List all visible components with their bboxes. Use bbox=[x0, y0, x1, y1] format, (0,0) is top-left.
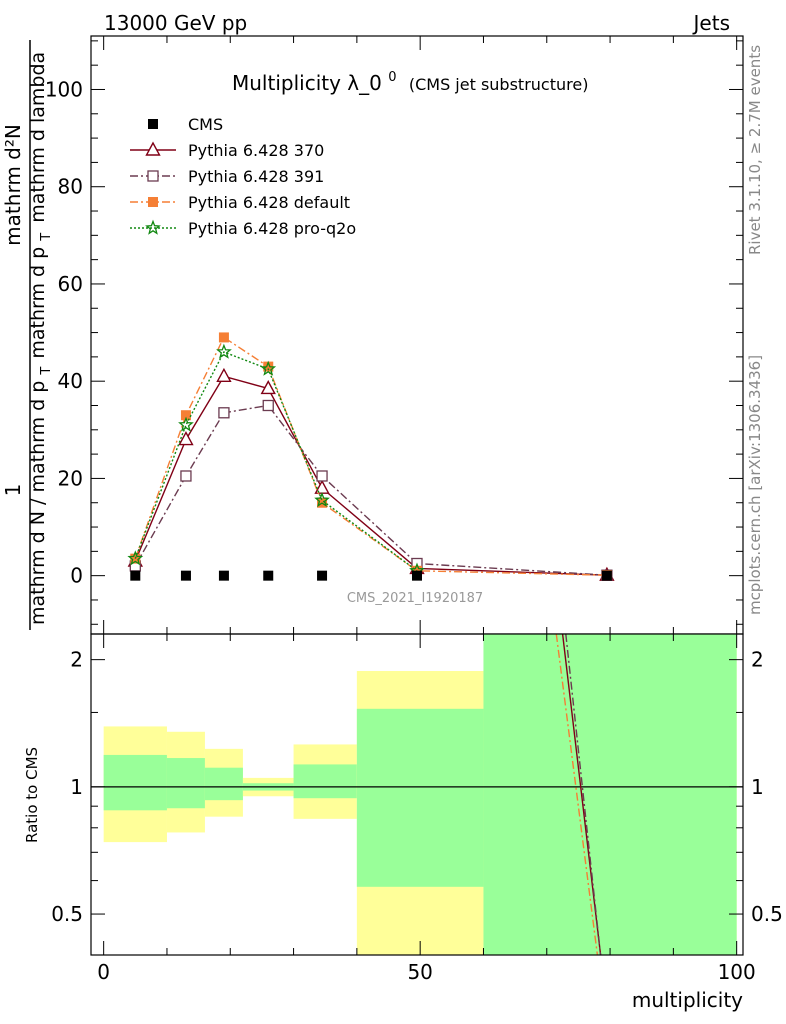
legend-label: Pythia 6.428 default bbox=[188, 193, 350, 212]
data-point bbox=[263, 570, 274, 581]
legend-item: Pythia 6.428 370 bbox=[130, 141, 324, 160]
legend-marker bbox=[147, 170, 159, 182]
ratio-ytick-label: 2 bbox=[70, 648, 83, 672]
data-point bbox=[216, 343, 232, 359]
stat-band bbox=[483, 634, 737, 955]
ratio-ytick-label-right: 1 bbox=[751, 775, 764, 799]
series-line bbox=[134, 351, 418, 572]
legend-item: Pythia 6.428 default bbox=[130, 193, 350, 212]
ratio-ytick-label: 0.5 bbox=[51, 902, 83, 926]
legend-marker bbox=[145, 219, 161, 235]
series-1 bbox=[127, 367, 615, 581]
data-point bbox=[314, 492, 330, 508]
stat-band bbox=[356, 708, 484, 887]
ratio-line bbox=[565, 634, 602, 955]
ratio-line bbox=[555, 634, 599, 955]
data-point bbox=[180, 470, 192, 482]
plot-title-main: Multiplicity λ_0 bbox=[232, 71, 382, 95]
legend-item: Pythia 6.428 391 bbox=[130, 167, 324, 186]
ylabel-tail-2: mathrm d lambda bbox=[27, 52, 49, 223]
data-point bbox=[130, 570, 141, 581]
ratio-content bbox=[91, 634, 743, 955]
legend-label: Pythia 6.428 370 bbox=[188, 141, 324, 160]
data-point bbox=[316, 470, 328, 482]
data-point bbox=[218, 407, 230, 419]
ratio-ytick-label: 1 bbox=[70, 775, 83, 799]
x-tick-label: 0 bbox=[97, 960, 110, 984]
ylabel-denominator: mathrm d N / mathrm d p T mathrm d p T m… bbox=[27, 52, 55, 625]
plot-subtitle: (CMS jet substructure) bbox=[409, 75, 589, 94]
series-3 bbox=[130, 332, 612, 581]
ratio-line bbox=[561, 634, 602, 955]
data-point bbox=[178, 431, 194, 446]
main-ytick-label: 0 bbox=[70, 564, 83, 588]
ylabel-one: 1 bbox=[1, 484, 25, 497]
stat-band bbox=[293, 764, 357, 799]
data-point bbox=[178, 416, 194, 432]
main-ytick-label: 60 bbox=[58, 272, 83, 296]
ylabel-denominator-a: mathrm d N / mathrm d p bbox=[27, 381, 49, 625]
series-line bbox=[134, 336, 607, 576]
ratio-ytick-label-right: 2 bbox=[751, 648, 764, 672]
data-point bbox=[180, 570, 191, 581]
series-line bbox=[134, 375, 607, 576]
main-ytick-label: 100 bbox=[45, 77, 83, 101]
header-left: 13000 GeV pp bbox=[104, 11, 247, 35]
mcplots-label: mcplots.cern.ch [arXiv:1306.3436] bbox=[746, 355, 764, 615]
legend-label: Pythia 6.428 pro-q2o bbox=[188, 219, 356, 238]
stat-band bbox=[103, 754, 167, 811]
legend-marker bbox=[145, 141, 161, 156]
legend-marker bbox=[148, 197, 158, 207]
analysis-watermark: CMS_2021_I1920187 bbox=[347, 591, 483, 606]
series-line bbox=[134, 404, 607, 576]
ylabel-tail-1: mathrm d p bbox=[27, 247, 49, 359]
stat-band bbox=[204, 767, 243, 801]
data-point bbox=[130, 553, 141, 564]
data-point bbox=[601, 570, 612, 581]
main-panel: 0 20 40 60 80 100 CMS Pythia 6.428 370 Pythia 6.… bbox=[45, 35, 744, 635]
plot-title: Multiplicity λ_0 0 (CMS jet substructure… bbox=[232, 62, 588, 95]
data-point bbox=[317, 570, 328, 581]
main-ytick-label: 80 bbox=[58, 175, 83, 199]
main-ytick-label: 40 bbox=[58, 369, 83, 393]
ratio-ytick-label-right: 0.5 bbox=[751, 902, 783, 926]
legend-item: CMS bbox=[148, 115, 223, 134]
legend-item: Pythia 6.428 pro-q2o bbox=[130, 219, 356, 238]
legend-label: CMS bbox=[188, 115, 223, 134]
ylabel-numerator: mathrm d²N bbox=[1, 124, 25, 246]
data-point bbox=[218, 570, 229, 581]
series-0 bbox=[130, 570, 612, 581]
ratio-panel: 0.5 0.5 1 1 2 2 0 50 100 bbox=[51, 633, 783, 984]
legend-label: Pythia 6.428 391 bbox=[188, 167, 324, 186]
data-point bbox=[216, 367, 232, 383]
data-point bbox=[262, 399, 274, 412]
ylabel-sub-2: T bbox=[39, 233, 54, 242]
stat-band bbox=[166, 758, 205, 809]
x-tick-label: 50 bbox=[407, 960, 432, 984]
series-4 bbox=[127, 343, 425, 578]
data-point bbox=[260, 380, 276, 395]
header-right: Jets bbox=[692, 11, 730, 35]
x-axis-label: multiplicity bbox=[632, 988, 743, 1012]
ratio-frame bbox=[90, 633, 744, 956]
data-point bbox=[260, 360, 277, 376]
ratio-ylabel: Ratio to CMS bbox=[23, 747, 41, 843]
main-ytick-label: 20 bbox=[58, 466, 83, 490]
data-point bbox=[218, 332, 229, 343]
series-2 bbox=[129, 399, 613, 581]
data-point bbox=[263, 361, 274, 372]
data-point bbox=[314, 479, 330, 494]
rivet-label: Rivet 3.1.10, ≥ 2.7M events bbox=[746, 45, 764, 255]
data-point bbox=[127, 550, 144, 566]
main-ylabel: 1 mathrm d²N mathrm d N / mathrm d p T m… bbox=[1, 40, 55, 630]
data-point bbox=[412, 570, 422, 581]
x-tick-label: 100 bbox=[718, 960, 756, 984]
data-point bbox=[180, 410, 191, 421]
legend-marker bbox=[148, 119, 158, 129]
ylabel-sub-1: T bbox=[39, 367, 54, 376]
plot-title-sup: 0 bbox=[388, 70, 396, 85]
legend: CMS Pythia 6.428 370 Pythia 6.428 391 Pythi… bbox=[130, 115, 356, 238]
